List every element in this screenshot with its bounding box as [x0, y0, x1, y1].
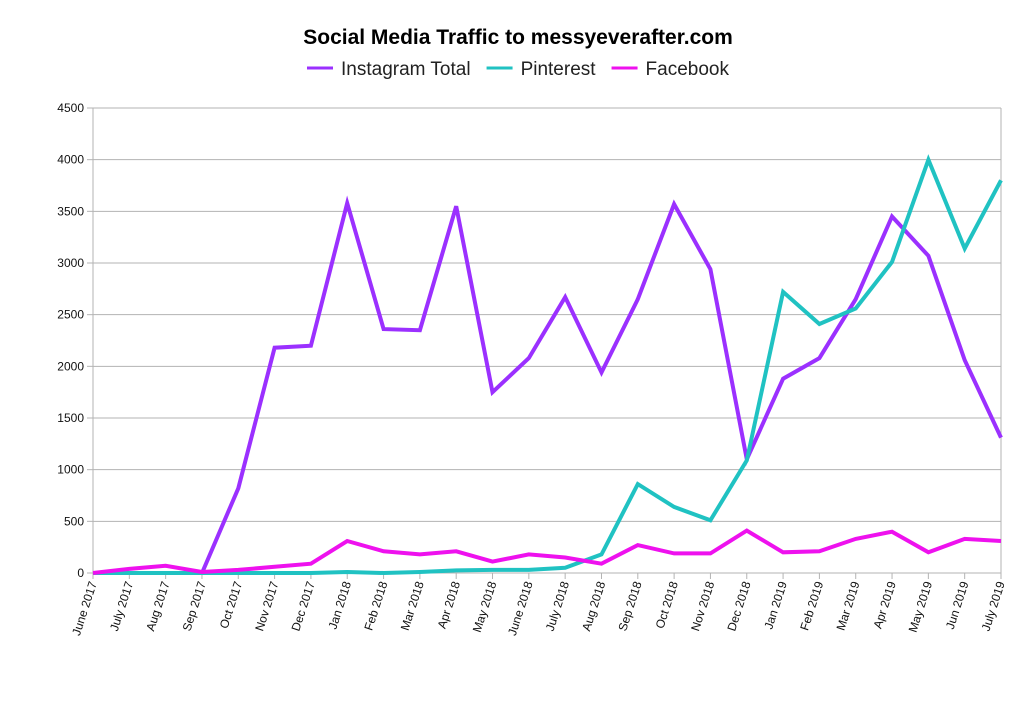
y-tick-label: 2500: [57, 308, 84, 322]
x-tick-label: Jan 2019: [761, 579, 790, 631]
x-tick-label: Dec 2017: [289, 579, 318, 632]
x-tick-label: Apr 2018: [435, 579, 463, 630]
legend: Instagram Total Pinterest Facebook: [307, 59, 729, 80]
legend-item-facebook: Facebook: [611, 59, 730, 80]
x-tick-label: Dec 2018: [724, 579, 753, 632]
x-tick-label: Aug 2017: [143, 579, 172, 633]
y-tick-label: 2000: [57, 359, 84, 373]
legend-item-instagram-total: Instagram Total: [307, 59, 471, 80]
x-tick-label: Sep 2018: [615, 579, 644, 633]
x-tick-label: Apr 2019: [871, 579, 899, 630]
y-tick-label: 1000: [57, 463, 84, 477]
legend-label: Pinterest: [521, 59, 597, 80]
x-tick-label: Jun 2019: [943, 579, 972, 631]
x-tick-label: June 2018: [505, 579, 536, 637]
y-tick-label: 3500: [57, 204, 84, 218]
series-line-facebook: [92, 528, 1002, 575]
series-line-pinterest: [93, 154, 1003, 576]
x-tick-label: Mar 2018: [398, 579, 427, 632]
y-tick-label: 500: [64, 514, 84, 528]
x-tick-label: May 2018: [470, 579, 500, 634]
x-tick-label: June 2017: [69, 579, 100, 637]
x-tick-label: Jan 2018: [326, 579, 355, 631]
y-tick-label: 4500: [57, 101, 84, 115]
y-axis-ticks: 0 500 1000 1500 2000 2500 3000 3500 4000 4500: [57, 101, 93, 580]
series-lines: [92, 154, 1003, 576]
x-tick-label: July 2018: [543, 579, 572, 632]
x-tick-label: July 2019: [979, 579, 1008, 632]
x-tick-label: Oct 2017: [217, 579, 245, 630]
chart-title: Social Media Traffic to messyeverafter.c…: [303, 26, 733, 49]
x-tick-label: Mar 2019: [834, 579, 863, 632]
x-axis-ticks: June 2017 July 2017 Aug 2017 Sep 2017 Oct 20…: [69, 573, 1008, 637]
x-tick-label: Sep 2017: [180, 579, 209, 633]
y-tick-label: 3000: [57, 256, 84, 270]
y-tick-label: 4000: [57, 153, 84, 167]
legend-label: Facebook: [646, 59, 730, 80]
x-tick-label: Feb 2018: [361, 579, 390, 632]
x-tick-label: Nov 2018: [688, 579, 717, 632]
legend-item-pinterest: Pinterest: [486, 59, 597, 80]
x-tick-label: Aug 2018: [579, 579, 608, 633]
series-line-instagram-total: [93, 195, 1003, 575]
y-tick-label: 0: [77, 566, 84, 580]
gridlines: [92, 107, 1002, 574]
legend-label: Instagram Total: [341, 59, 471, 80]
y-tick-label: 1500: [57, 411, 84, 425]
x-tick-label: Feb 2019: [797, 579, 826, 632]
x-tick-label: Nov 2017: [252, 579, 281, 632]
x-tick-label: May 2019: [906, 579, 936, 634]
x-tick-label: July 2017: [107, 579, 136, 632]
x-tick-label: Oct 2018: [653, 579, 681, 630]
